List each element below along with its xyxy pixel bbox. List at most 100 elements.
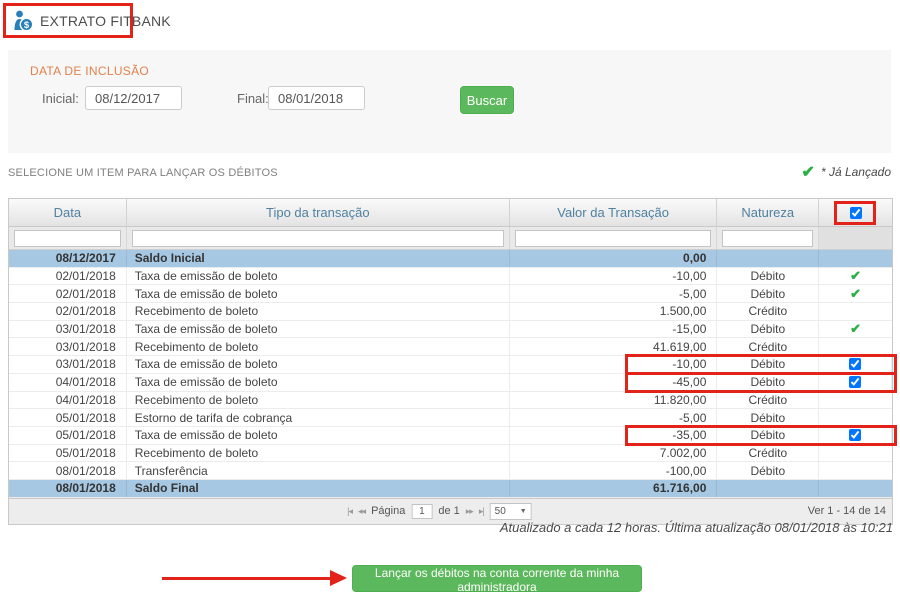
cell-type: Taxa de emissão de boleto [127, 320, 510, 338]
table-row[interactable]: 02/01/2018 Taxa de emissão de boleto -5,… [9, 285, 892, 304]
cell-date: 02/01/2018 [9, 267, 127, 285]
cell-type: Taxa de emissão de boleto [127, 267, 510, 285]
cell-marker [819, 250, 892, 267]
filter-valor-input[interactable] [514, 229, 712, 247]
buscar-button[interactable]: Buscar [460, 86, 514, 114]
cell-nature: Débito [717, 409, 820, 426]
money-person-icon: $ [11, 9, 35, 33]
cell-date: 08/12/2017 [9, 250, 127, 267]
cell-date: 02/01/2018 [9, 303, 127, 320]
col-header-natureza[interactable]: Natureza [717, 199, 820, 226]
pager-next-icon[interactable]: ▸▸ [465, 505, 474, 516]
table-row[interactable]: 05/01/2018 Estorno de tarifa de cobrança… [9, 409, 892, 427]
cell-date: 05/01/2018 [9, 444, 127, 462]
update-note: Atualizado a cada 12 horas. Última atual… [499, 520, 893, 535]
col-header-valor[interactable]: Valor da Transação [510, 199, 718, 226]
cell-type: Taxa de emissão de boleto [127, 285, 510, 303]
cell-marker: ✔ [819, 285, 892, 302]
table-row[interactable]: 03/01/2018 Taxa de emissão de boleto -10… [9, 354, 897, 376]
table-row[interactable]: 02/01/2018 Recebimento de boleto 1.500,0… [9, 303, 892, 321]
cell-value: -5,00 [510, 285, 718, 303]
table-row[interactable]: 02/01/2018 Taxa de emissão de boleto -10… [9, 267, 892, 286]
pager-range-label: Ver 1 - 14 de 14 [807, 505, 886, 518]
filter-tipo-input[interactable] [131, 229, 504, 247]
cell-type: Recebimento de boleto [127, 444, 510, 462]
initial-date-input[interactable] [85, 86, 182, 110]
table-row[interactable]: 08/12/2017 Saldo Inicial 0,00 [9, 250, 892, 268]
table-pager: |◂ ◂◂ Página de 1 ▸▸ ▸| 50 ▼ Ver 1 - 14 … [9, 497, 892, 524]
cell-type: Taxa de emissão de boleto [127, 373, 510, 391]
table-filter-row [9, 227, 892, 250]
cell-value: -45,00 [510, 373, 718, 391]
legend-ja-lancado: ✔ * Já Lançado [802, 162, 891, 182]
page-size-value: 50 [494, 505, 506, 517]
filter-data-input[interactable] [14, 229, 121, 247]
cell-value: -10,00 [510, 267, 718, 285]
select-all-checkbox[interactable] [849, 206, 862, 219]
cell-type: Recebimento de boleto [127, 303, 510, 320]
cell-type: Recebimento de boleto [127, 391, 510, 409]
transaction-rows: 08/12/2017 Saldo Inicial 0,00 02/01/2018… [9, 250, 897, 498]
cell-marker [819, 303, 892, 320]
final-date-input[interactable] [268, 86, 365, 110]
cell-marker [819, 373, 892, 391]
cell-nature: Débito [717, 320, 820, 338]
pager-of-label: de 1 [438, 505, 460, 518]
cell-date: 08/01/2018 [9, 462, 127, 479]
table-header-row: Data Tipo da transação Valor da Transaçã… [9, 199, 892, 227]
cell-value: -5,00 [510, 409, 718, 426]
check-icon: ✔ [801, 164, 815, 181]
table-row[interactable]: 04/01/2018 Recebimento de boleto 11.820,… [9, 391, 892, 410]
pager-page-input[interactable] [411, 503, 433, 519]
pager-prev-icon[interactable]: ◂◂ [358, 505, 366, 516]
initial-date-label: Inicial: [42, 91, 79, 106]
cell-value: -15,00 [510, 320, 718, 338]
cell-type: Estorno de tarifa de cobrança [127, 409, 510, 426]
filter-section-label: DATA DE INCLUSÃO [30, 64, 150, 78]
pager-first-icon[interactable]: |◂ [347, 505, 353, 516]
cell-date: 03/01/2018 [9, 320, 127, 338]
cell-date: 04/01/2018 [9, 373, 127, 391]
table-row[interactable]: 04/01/2018 Taxa de emissão de boleto -45… [9, 371, 897, 393]
legend-label: * Já Lançado [820, 165, 891, 179]
filter-natureza-input[interactable] [722, 229, 814, 247]
cell-type: Recebimento de boleto [127, 338, 510, 356]
table-row[interactable]: 08/01/2018 Transferência -100,00 Débito [9, 462, 892, 480]
cell-value: 7.002,00 [510, 444, 718, 462]
page-size-select[interactable]: 50 ▼ [489, 502, 532, 520]
launch-debits-button[interactable]: Lançar os débitos na conta corrente da m… [352, 565, 642, 594]
cell-marker: ✔ [819, 268, 892, 285]
cell-nature: Débito [717, 356, 820, 373]
table-row[interactable]: 03/01/2018 Taxa de emissão de boleto -15… [9, 320, 892, 339]
cell-value: 41.619,00 [510, 338, 718, 356]
cell-nature: Débito [717, 373, 820, 391]
pager-last-icon[interactable]: ▸| [478, 505, 485, 516]
cell-marker [819, 445, 892, 462]
table-row[interactable]: 05/01/2018 Recebimento de boleto 7.002,0… [9, 444, 892, 463]
table-row[interactable]: 05/01/2018 Taxa de emissão de boleto -35… [9, 424, 897, 446]
cell-nature: Débito [717, 285, 820, 303]
cell-date: 02/01/2018 [9, 285, 127, 303]
col-header-data[interactable]: Data [9, 199, 127, 226]
cell-marker [819, 338, 892, 355]
page-title: EXTRATO FITBANK [40, 12, 171, 29]
cell-date: 03/01/2018 [9, 338, 127, 356]
cell-nature: Crédito [717, 391, 820, 409]
cell-value: -100,00 [510, 462, 718, 479]
cell-marker [819, 356, 892, 373]
row-checkbox[interactable] [849, 358, 862, 371]
cell-nature [717, 250, 820, 267]
cell-date: 03/01/2018 [9, 356, 127, 373]
table-row[interactable]: 08/01/2018 Saldo Final 61.716,00 [9, 479, 892, 498]
chevron-down-icon: ▼ [519, 507, 527, 515]
cell-nature: Débito [717, 462, 820, 479]
row-checkbox[interactable] [849, 376, 862, 389]
selection-instruction: SELECIONE UM ITEM PARA LANÇAR OS DÉBITOS [8, 167, 278, 179]
cell-nature: Crédito [717, 338, 820, 356]
col-header-tipo[interactable]: Tipo da transação [127, 199, 510, 226]
annotation-box-title: $ EXTRATO FITBANK [3, 3, 171, 38]
row-checkbox[interactable] [849, 429, 862, 442]
cell-type: Saldo Final [127, 479, 510, 497]
cell-date: 05/01/2018 [9, 426, 127, 444]
table-row[interactable]: 03/01/2018 Recebimento de boleto 41.619,… [9, 338, 892, 357]
